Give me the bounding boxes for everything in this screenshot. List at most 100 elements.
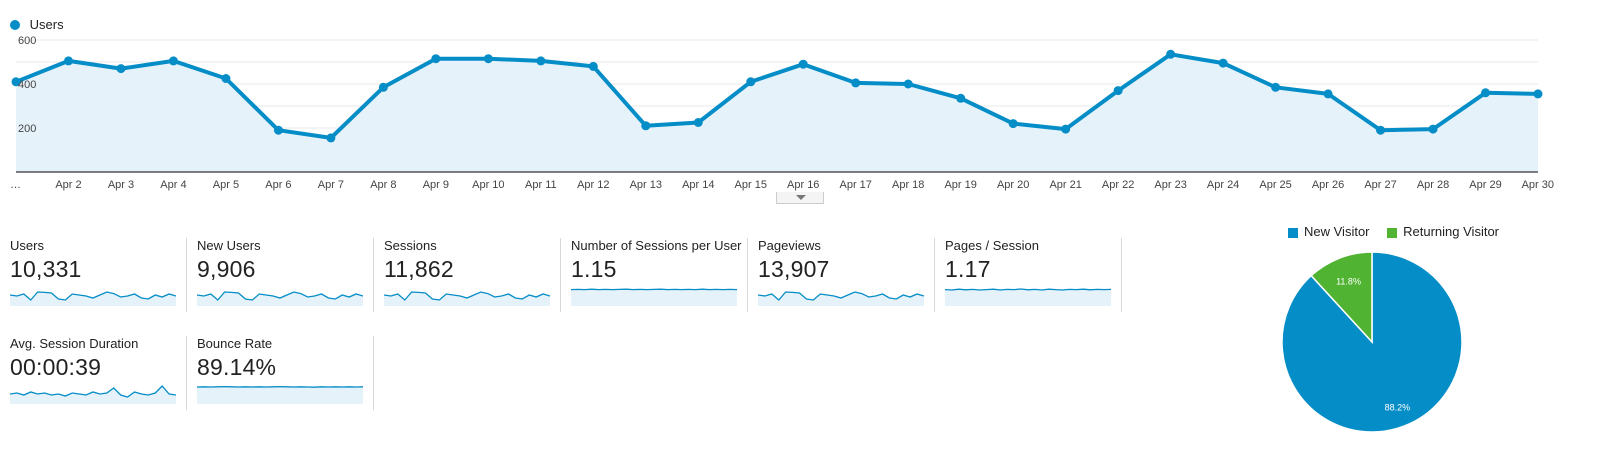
sparkline-fill xyxy=(384,292,550,306)
sparkline-line xyxy=(10,385,176,398)
metric-label: Bounce Rate xyxy=(197,336,273,351)
x-tick-label: Apr 24 xyxy=(1207,179,1239,191)
pie-slice-returning-visitor[interactable] xyxy=(1310,251,1373,344)
metric-card[interactable]: Avg. Session Duration 00:00:39 xyxy=(10,336,190,412)
pie-legend: New Visitor Returning Visitor xyxy=(1288,224,1513,239)
metric-divider xyxy=(747,238,748,312)
x-tick-label: Apr 18 xyxy=(892,179,924,191)
users-data-point[interactable] xyxy=(1323,89,1333,99)
sparkline-line xyxy=(10,291,176,301)
x-tick-label: Apr 11 xyxy=(525,179,557,191)
x-tick-label: Apr 26 xyxy=(1312,179,1344,191)
users-data-point[interactable] xyxy=(378,82,388,92)
users-data-point[interactable] xyxy=(956,93,966,103)
metric-label: New Users xyxy=(197,238,261,253)
users-data-point[interactable] xyxy=(903,79,913,89)
metric-label: Pages / Session xyxy=(945,238,1039,253)
metric-divider xyxy=(934,238,935,312)
users-data-point[interactable] xyxy=(1533,89,1543,99)
x-tick-label: Apr 23 xyxy=(1154,179,1186,191)
users-data-point[interactable] xyxy=(536,56,546,66)
metric-value: 13,907 xyxy=(758,256,830,282)
users-data-point[interactable] xyxy=(1271,82,1281,92)
users-data-point[interactable] xyxy=(326,133,336,143)
metric-divider xyxy=(186,336,187,410)
users-data-point[interactable] xyxy=(746,77,756,87)
x-tick-label: Apr 6 xyxy=(265,179,291,191)
pie-legend-new-visitor[interactable]: New Visitor xyxy=(1288,224,1370,239)
sparkline-fill xyxy=(945,289,1111,306)
x-tick-label: Apr 7 xyxy=(318,179,344,191)
x-tick-label: Apr 14 xyxy=(682,179,714,191)
chart-collapse-toggle[interactable] xyxy=(776,192,824,204)
metric-label: Number of Sessions per User xyxy=(571,238,742,253)
x-tick-label: Apr 5 xyxy=(213,179,239,191)
pie-legend-returning-visitor-label: Returning Visitor xyxy=(1403,224,1500,239)
sparkline-line xyxy=(197,291,363,301)
users-line-chart: 200 400 600 … Apr 2 Apr 3 Apr 4 Apr 5 Apr 6 Apr 7… xyxy=(10,35,1554,191)
metric-card[interactable]: Pages / Session 1.17 xyxy=(945,238,1125,314)
metric-card[interactable]: Users 10,331 xyxy=(10,238,190,314)
metric-card[interactable]: Bounce Rate 89.14% xyxy=(197,336,377,412)
metric-divider xyxy=(373,238,374,312)
users-data-point[interactable] xyxy=(641,121,651,131)
users-data-point[interactable] xyxy=(63,56,73,66)
y-tick-label: 200 xyxy=(18,123,36,135)
metric-sparkline xyxy=(571,288,737,306)
sparkline-fill xyxy=(197,292,363,306)
users-data-point[interactable] xyxy=(851,78,861,88)
users-data-point[interactable] xyxy=(483,54,493,64)
users-data-point[interactable] xyxy=(1061,124,1071,134)
users-data-point[interactable] xyxy=(11,77,21,87)
users-data-point[interactable] xyxy=(1376,125,1386,135)
users-data-point[interactable] xyxy=(1481,88,1491,98)
x-tick-label: Apr 16 xyxy=(787,179,819,191)
x-tick-label: Apr 4 xyxy=(160,179,186,191)
metric-card[interactable]: New Users 9,906 xyxy=(197,238,377,314)
pie-value-label: 88.2% xyxy=(1385,402,1411,412)
users-area-fill xyxy=(16,54,1538,172)
users-data-point[interactable] xyxy=(273,125,283,135)
metric-value: 89.14% xyxy=(197,354,277,380)
users-data-point[interactable] xyxy=(588,61,598,71)
users-data-point[interactable] xyxy=(116,64,126,74)
y-tick-label: 400 xyxy=(18,79,36,91)
users-data-point[interactable] xyxy=(168,56,178,66)
x-tick-label: Apr 21 xyxy=(1049,179,1081,191)
pie-legend-returning-visitor[interactable]: Returning Visitor xyxy=(1387,224,1499,239)
users-data-point[interactable] xyxy=(221,74,231,83)
metric-sparkline xyxy=(197,385,363,404)
users-data-point[interactable] xyxy=(798,59,808,69)
sparkline-line xyxy=(945,288,1111,291)
metric-sparkline xyxy=(384,291,550,306)
sparkline-line xyxy=(384,291,550,301)
metric-sparkline xyxy=(197,291,363,306)
pie-value-label: 11.8% xyxy=(1336,277,1361,287)
metric-card[interactable]: Number of Sessions per User 1.15 xyxy=(571,238,751,314)
sparkline-fill xyxy=(10,292,176,306)
x-tick-label: Apr 27 xyxy=(1364,179,1396,191)
x-tick-label: Apr 19 xyxy=(944,179,976,191)
users-data-point[interactable] xyxy=(693,118,703,127)
users-legend[interactable]: Users xyxy=(10,16,64,32)
x-tick-label: Apr 28 xyxy=(1417,179,1449,191)
metric-value: 10,331 xyxy=(10,256,82,282)
metric-card[interactable]: Sessions 11,862 xyxy=(384,238,564,314)
users-data-point[interactable] xyxy=(1218,58,1228,68)
users-data-point[interactable] xyxy=(1008,119,1018,129)
users-data-point[interactable] xyxy=(1428,124,1438,134)
x-tick-label: Apr 10 xyxy=(472,179,504,191)
x-tick-label: Apr 13 xyxy=(630,179,662,191)
metric-card[interactable]: Pageviews 13,907 xyxy=(758,238,938,314)
x-tick-label: Apr 20 xyxy=(997,179,1029,191)
users-data-point[interactable] xyxy=(1166,49,1176,59)
metric-divider xyxy=(373,336,374,410)
users-legend-label: Users xyxy=(29,17,64,33)
metric-sparkline xyxy=(10,291,176,306)
users-data-point[interactable] xyxy=(431,54,441,64)
metric-sparkline xyxy=(945,288,1111,306)
metric-value: 1.15 xyxy=(571,256,617,282)
sparkline-line xyxy=(758,291,924,301)
new-visitor-swatch-icon xyxy=(1288,227,1298,238)
users-data-point[interactable] xyxy=(1113,86,1123,96)
